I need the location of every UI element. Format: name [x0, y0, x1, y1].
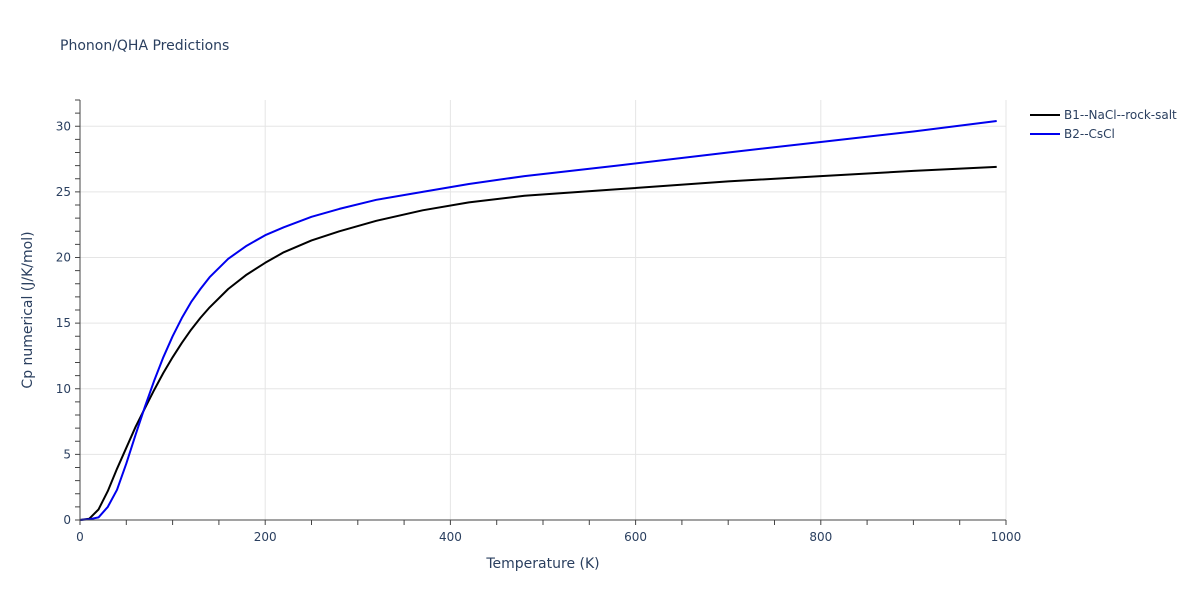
y-tick-label: 25	[56, 185, 71, 199]
series-line-1	[79, 120, 997, 521]
series-line-0	[79, 165, 997, 521]
y-tick-label: 5	[63, 447, 71, 461]
legend-item-0[interactable]: B1--NaCl--rock-salt	[1030, 108, 1177, 122]
grid-layer	[80, 100, 1007, 520]
x-tick-label: 1000	[991, 530, 1022, 544]
y-tick-label: 30	[56, 119, 71, 133]
x-tick-label: 0	[76, 530, 84, 544]
y-tick-label: 10	[56, 382, 71, 396]
y-tick-label: 0	[63, 513, 71, 527]
legend-item-1[interactable]: B2--CsCl	[1030, 127, 1115, 141]
y-tick-label: 20	[56, 251, 71, 265]
y-tick-label: 15	[56, 316, 71, 330]
x-axis-title: Temperature (K)	[485, 556, 599, 572]
x-tick-label: 400	[439, 530, 462, 544]
x-tick-label: 200	[254, 530, 277, 544]
y-axis-title: Cp numerical (J/K/mol)	[20, 231, 36, 388]
legend[interactable]: B1--NaCl--rock-salt B2--CsCl	[1030, 108, 1177, 141]
legend-label: B1--NaCl--rock-salt	[1064, 108, 1177, 122]
axis-layer: 0 200 400 600 800 1000 0 5 10 15 20 25 30	[56, 99, 1022, 544]
x-tick-label: 600	[624, 530, 647, 544]
legend-label: B2--CsCl	[1064, 127, 1115, 141]
x-tick-label: 800	[809, 530, 832, 544]
chart-title: Phonon/QHA Predictions	[60, 38, 229, 54]
series-layer	[79, 120, 997, 521]
